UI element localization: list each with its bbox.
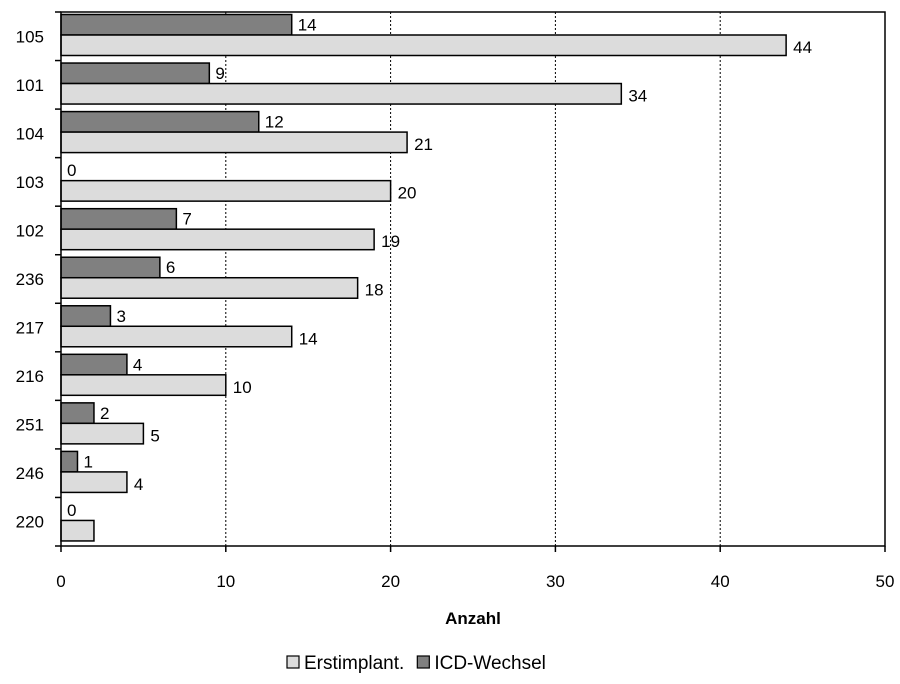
- bar-erstimplant: [60, 228, 375, 251]
- y-tick-label: 103: [16, 173, 44, 192]
- data-label-erstimplant: 21: [414, 135, 433, 154]
- bar-icd-wechsel: [60, 402, 95, 425]
- data-label-erstimplant: 34: [628, 87, 647, 106]
- bar-erstimplant: [60, 34, 787, 57]
- bar-icd-wechsel: [60, 13, 293, 36]
- data-label-erstimplant: 44: [793, 38, 812, 57]
- x-axis-title: Anzahl: [445, 609, 501, 628]
- x-tick-label: 50: [876, 572, 895, 591]
- x-tick-label: 40: [711, 572, 730, 591]
- data-label-icd-wechsel: 2: [100, 404, 109, 423]
- data-label-icd-wechsel: 7: [182, 210, 191, 229]
- y-tick-label: 102: [16, 221, 44, 240]
- data-label-icd-wechsel: 0: [67, 161, 76, 180]
- y-tick-label: 101: [16, 76, 44, 95]
- bar-icd-wechsel: [60, 305, 112, 328]
- legend-swatch: [416, 655, 430, 669]
- bar-erstimplant: [60, 374, 227, 397]
- data-label-erstimplant: 10: [233, 378, 252, 397]
- bar-icd-wechsel: [60, 450, 79, 473]
- legend-swatch: [286, 655, 300, 669]
- data-label-erstimplant: 5: [150, 426, 159, 445]
- bar-erstimplant: [60, 276, 359, 299]
- bar-erstimplant: [60, 179, 392, 202]
- plot-area-frame: [60, 11, 886, 547]
- bar-icd-wechsel: [60, 62, 211, 85]
- legend: Erstimplant. ICD-Wechsel: [286, 653, 546, 674]
- legend-label: Erstimplant.: [304, 653, 404, 674]
- data-label-erstimplant: 19: [381, 232, 400, 251]
- bars: [60, 13, 787, 542]
- data-label-icd-wechsel: 6: [166, 258, 175, 277]
- data-label-icd-wechsel: 9: [215, 64, 224, 83]
- bar-erstimplant: [60, 325, 293, 348]
- y-tick-label: 216: [16, 367, 44, 386]
- data-label-icd-wechsel: 14: [298, 16, 317, 35]
- bar-icd-wechsel: [60, 207, 178, 230]
- data-label-erstimplant: 20: [398, 184, 417, 203]
- y-tick-label: 236: [16, 270, 44, 289]
- bar-icd-wechsel: [60, 353, 128, 376]
- legend-label: ICD-Wechsel: [434, 653, 546, 674]
- bar-erstimplant: [60, 519, 95, 542]
- bar-erstimplant: [60, 471, 128, 494]
- y-tick-label: 251: [16, 416, 44, 435]
- y-tick-label: 105: [16, 27, 44, 46]
- x-tick-label: 0: [56, 572, 65, 591]
- data-label-icd-wechsel: 0: [67, 501, 76, 520]
- data-label-icd-wechsel: 4: [133, 355, 142, 374]
- y-tick-label: 220: [16, 513, 44, 532]
- x-tick-label: 30: [546, 572, 565, 591]
- y-tick-label: 104: [16, 124, 44, 143]
- data-label-erstimplant: 18: [365, 281, 384, 300]
- data-label-icd-wechsel: 1: [83, 452, 92, 471]
- data-label-icd-wechsel: 3: [116, 307, 125, 326]
- x-tick-label: 20: [381, 572, 400, 591]
- y-tick-label: 217: [16, 319, 44, 338]
- data-label-erstimplant: 4: [134, 475, 143, 494]
- bar-erstimplant: [60, 131, 408, 154]
- bar-erstimplant: [60, 422, 145, 445]
- data-label-erstimplant: 14: [299, 329, 318, 348]
- x-tick-labels: 0 10 20 30 40 50: [56, 546, 894, 591]
- bar-icd-wechsel: [60, 256, 161, 279]
- y-tick-label: 246: [16, 464, 44, 483]
- x-tick-label: 10: [216, 572, 235, 591]
- y-tick-labels: 105 101 104 103 102 236 217 216 251 246 220: [16, 11, 61, 547]
- bar-icd-wechsel: [60, 110, 260, 133]
- bar-erstimplant: [60, 82, 623, 105]
- data-label-icd-wechsel: 12: [265, 113, 284, 132]
